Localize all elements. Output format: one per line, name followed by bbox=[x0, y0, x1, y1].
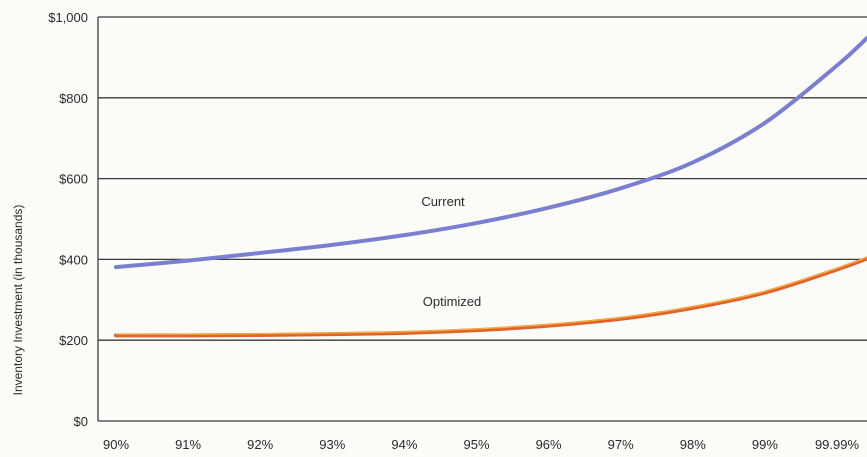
y-axis-title: Inventory Investment (in thousands) bbox=[11, 205, 25, 396]
x-tick-label: 98% bbox=[680, 437, 706, 452]
series-line-optimized bbox=[114, 256, 867, 338]
y-tick-label: $200 bbox=[59, 333, 88, 348]
series-label-current: Current bbox=[421, 194, 465, 209]
x-tick-label: 93% bbox=[319, 437, 345, 452]
x-tick-label: 91% bbox=[175, 437, 201, 452]
y-tick-label: $0 bbox=[74, 414, 88, 429]
series-labels: Current Optimized bbox=[421, 194, 481, 309]
series-line-current bbox=[114, 36, 867, 270]
y-tick-label: $1,000 bbox=[48, 10, 88, 25]
x-tick-label: 99% bbox=[752, 437, 778, 452]
x-tick-label: 96% bbox=[536, 437, 562, 452]
x-tick-label: 92% bbox=[247, 437, 273, 452]
y-tick-labels: $0 $200 $400 $600 $800 $1,000 bbox=[48, 10, 88, 429]
series-label-optimized: Optimized bbox=[423, 294, 482, 309]
series-line-highlight-optimized bbox=[115, 256, 867, 335]
x-tick-label: 97% bbox=[608, 437, 634, 452]
x-tick-label: 99.99% bbox=[815, 437, 860, 452]
y-tick-label: $600 bbox=[59, 172, 88, 187]
x-tick-label: 94% bbox=[391, 437, 417, 452]
x-tick-labels: 90% 91% 92% 93% 94% 95% 96% 97% 98% 99% 99.99% bbox=[103, 437, 860, 452]
gridlines bbox=[98, 16, 867, 422]
y-tick-label: $800 bbox=[59, 91, 88, 106]
x-tick-label: 90% bbox=[103, 437, 129, 452]
series-lines bbox=[114, 36, 867, 338]
y-tick-label: $400 bbox=[59, 252, 88, 267]
x-tick-label: 95% bbox=[463, 437, 489, 452]
